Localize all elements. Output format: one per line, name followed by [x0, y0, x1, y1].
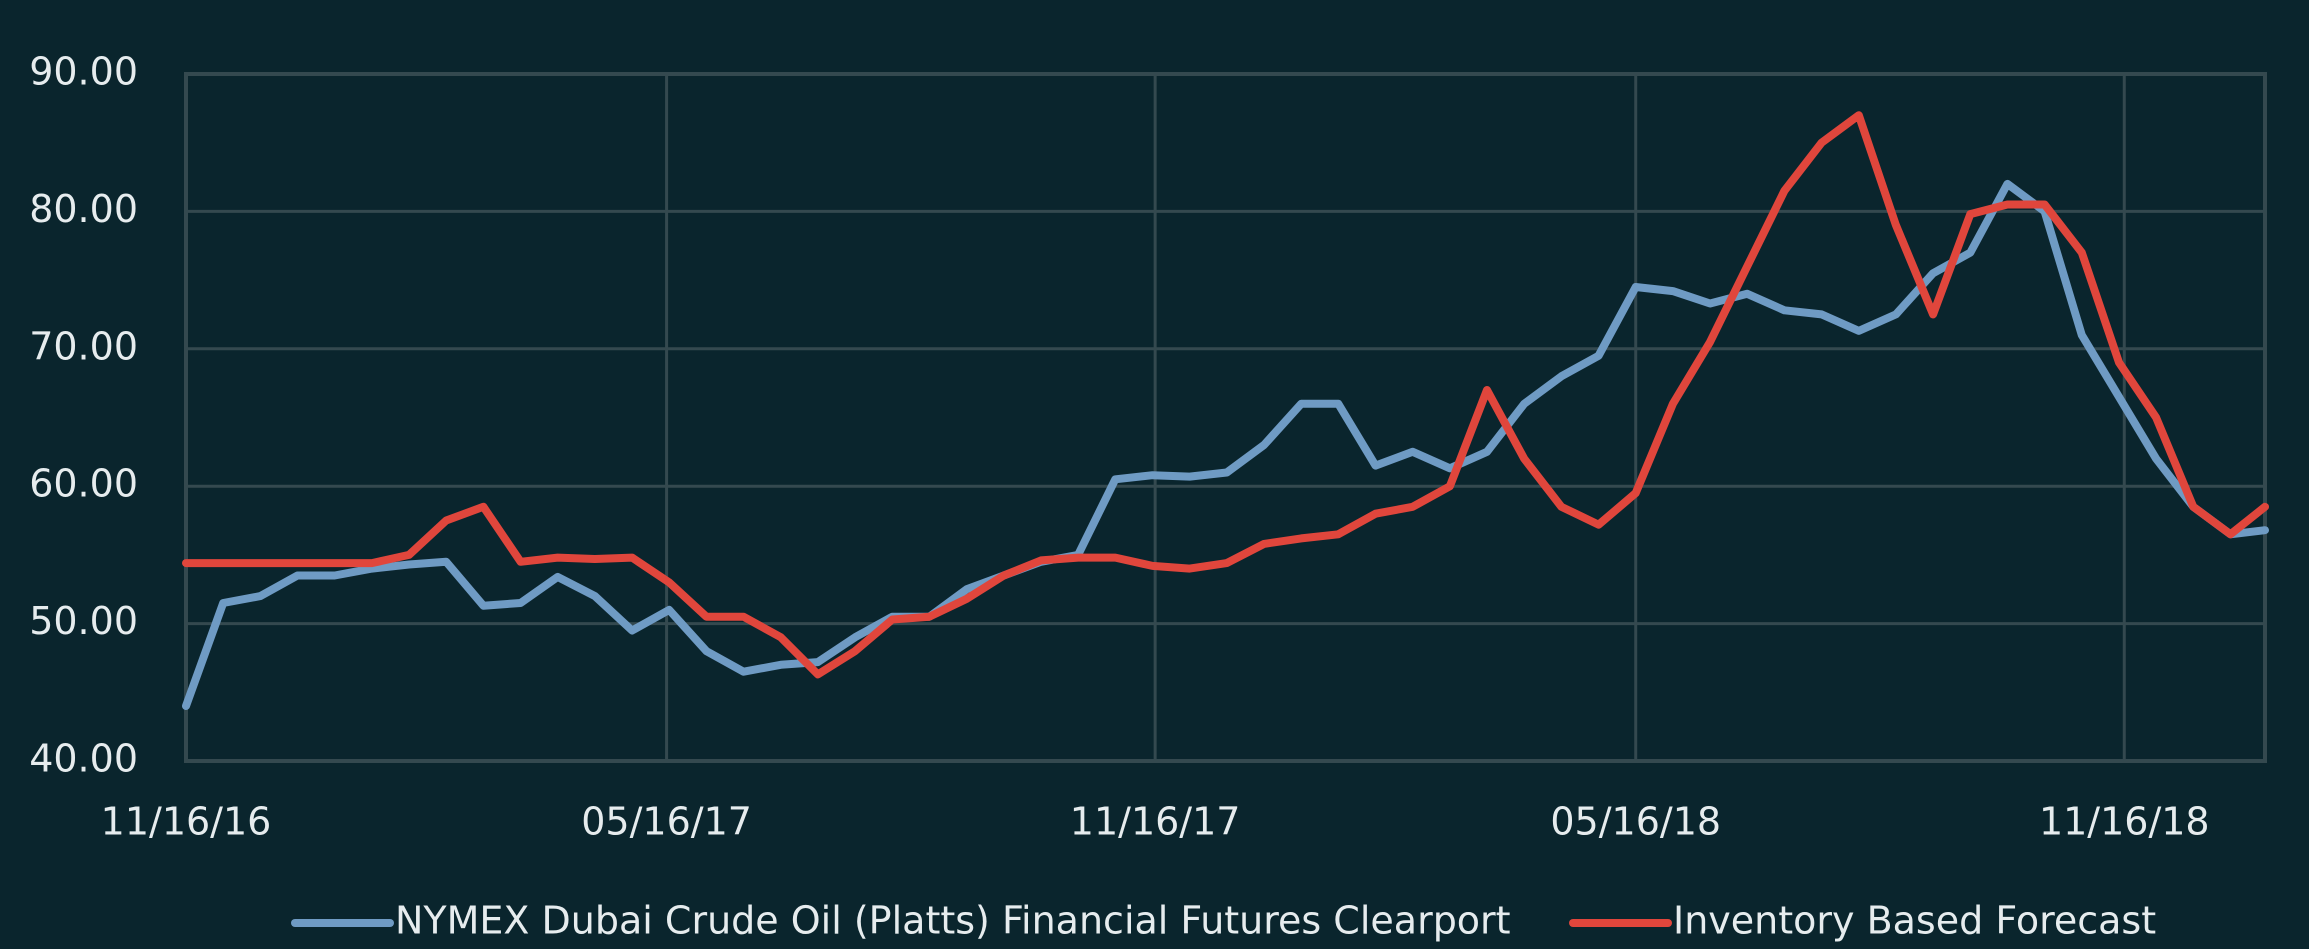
y-tick-label: 90.00: [29, 50, 138, 94]
x-tick-label: 11/16/17: [1070, 800, 1241, 844]
legend-label: Inventory Based Forecast: [1673, 899, 2156, 943]
x-tick-label: 05/16/17: [581, 800, 752, 844]
x-tick-label: 11/16/18: [2039, 800, 2210, 844]
legend-label: NYMEX Dubai Crude Oil (Platts) Financial…: [395, 899, 1511, 943]
plot-frame: [184, 72, 2267, 763]
y-tick-label: 60.00: [29, 462, 138, 506]
y-tick-label: 40.00: [29, 737, 138, 781]
y-tick-label: 80.00: [29, 187, 138, 231]
x-tick-label: 05/16/18: [1550, 800, 1721, 844]
y-tick-label: 50.00: [29, 599, 138, 643]
x-tick-label: 11/16/16: [101, 800, 272, 844]
y-tick-label: 70.00: [29, 324, 138, 368]
series-line: [182, 111, 2269, 679]
